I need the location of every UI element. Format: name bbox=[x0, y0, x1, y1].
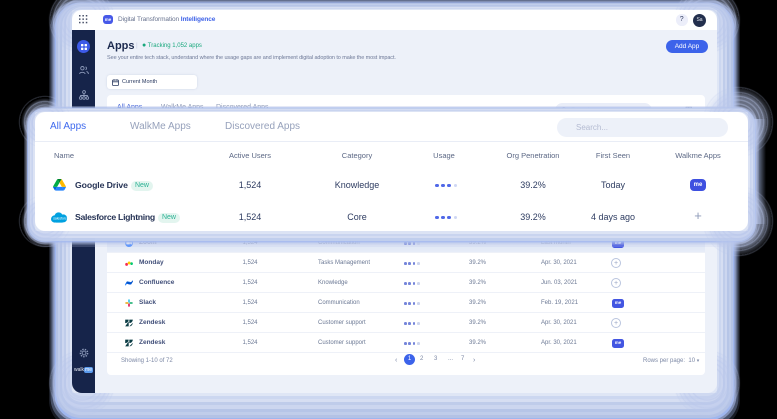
svg-text:salesforce: salesforce bbox=[53, 217, 68, 221]
